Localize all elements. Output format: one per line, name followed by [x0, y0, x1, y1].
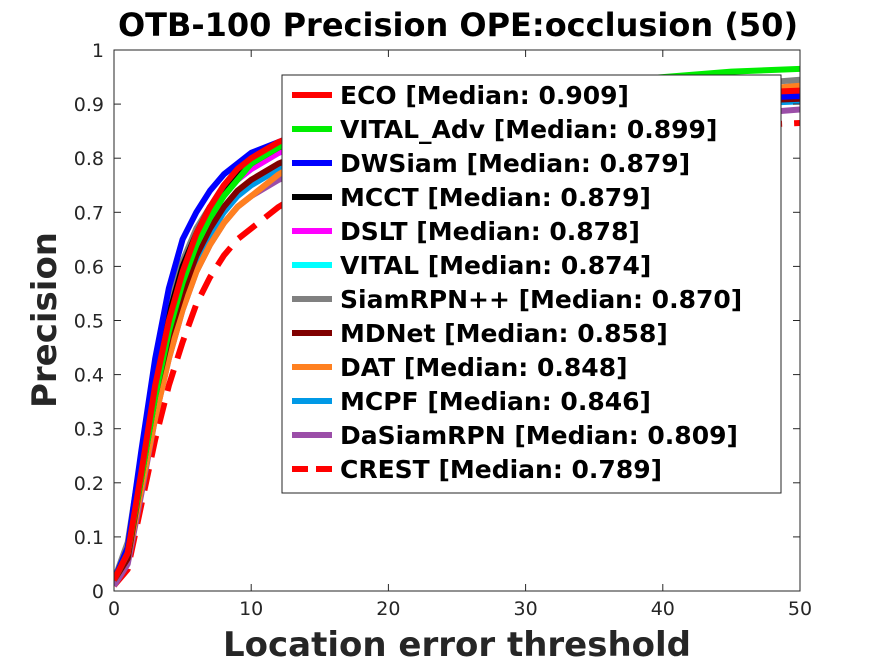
- legend-label-4: MCCT [Median: 0.879]: [340, 183, 651, 212]
- y-axis-label: Precision: [25, 232, 65, 408]
- y-tick-label: 0.6: [74, 256, 104, 278]
- x-axis-label: Location error threshold: [223, 625, 691, 663]
- legend-box: [281, 74, 782, 494]
- x-tick-label: 40: [651, 598, 675, 620]
- y-tick-label: 0.9: [74, 94, 104, 116]
- x-tick-label: 10: [239, 598, 263, 620]
- legend-label-9: DAT [Median: 0.848]: [340, 353, 628, 382]
- x-tick-label: 0: [108, 598, 120, 620]
- legend: ECO [Median: 0.909] VITAL_Adv [Median: 0.…: [281, 74, 782, 494]
- legend-label-8: MDNet [Median: 0.858]: [340, 319, 668, 348]
- y-tick-label: 0.4: [74, 365, 104, 387]
- legend-label-1: ECO [Median: 0.909]: [340, 81, 629, 110]
- y-tick-label: 0: [92, 581, 104, 603]
- x-tick-label: 20: [376, 598, 400, 620]
- legend-label-3: DWSiam [Median: 0.879]: [340, 149, 690, 178]
- y-tick-label: 0.8: [74, 148, 104, 170]
- legend-label-10: MCPF [Median: 0.846]: [340, 387, 651, 416]
- legend-label-2: VITAL_Adv [Median: 0.899]: [340, 115, 717, 144]
- y-tick-label: 0.7: [74, 202, 104, 224]
- legend-label-5: DSLT [Median: 0.878]: [340, 217, 640, 246]
- legend-label-6: VITAL [Median: 0.874]: [340, 251, 651, 280]
- legend-label-11: DaSiamRPN [Median: 0.809]: [340, 421, 738, 450]
- x-tick-label: 30: [514, 598, 538, 620]
- y-tick-label: 0.2: [74, 473, 104, 495]
- legend-label-12: CREST [Median: 0.789]: [340, 455, 662, 484]
- y-tick-label: 0.5: [74, 311, 104, 333]
- x-tick-label: 50: [788, 598, 812, 620]
- axes-layer: 0 10 20 30 40 50 0 0.1 0.2 0.3 0.4 0.5 0.6 0.7 0.8 0.9 1: [74, 40, 812, 620]
- y-tick-label: 0.3: [74, 419, 104, 441]
- y-tick-label: 0.1: [74, 527, 104, 549]
- y-tick-label: 1: [92, 40, 104, 62]
- chart-title: OTB-100 Precision OPE:occlusion (50): [118, 6, 798, 44]
- legend-label-7: SiamRPN++ [Median: 0.870]: [340, 285, 742, 314]
